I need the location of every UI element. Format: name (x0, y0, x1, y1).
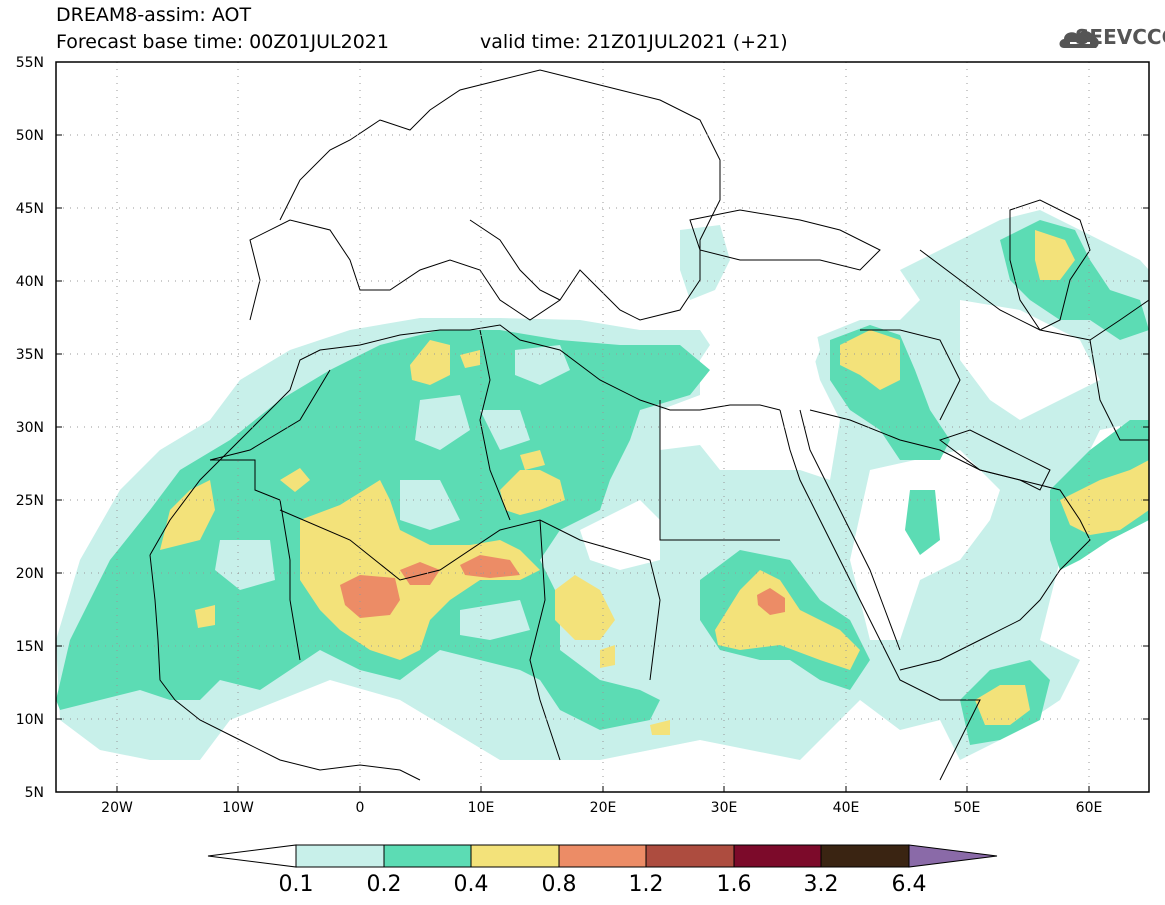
lat-label: 25N (15, 493, 44, 509)
lon-label: 50E (953, 800, 981, 816)
aot-low-pockets (215, 345, 570, 640)
lat-label: 15N (15, 639, 44, 655)
lon-label: 10W (222, 800, 254, 816)
axis-ticks (56, 134, 1149, 792)
colorbar-label: 0.1 (278, 872, 314, 897)
lat-label: 40N (15, 274, 44, 290)
lon-label: 30E (710, 800, 738, 816)
lat-label: 30N (15, 420, 44, 436)
seevccc-logo-text: SEEVCCC (1075, 25, 1165, 49)
map-title: DREAM8-assim: AOT (56, 4, 252, 26)
valid-time: valid time: 21Z01JUL2021 (+21) (480, 31, 788, 53)
seevccc-cloud-icon (1059, 31, 1099, 48)
colorbar-bin-0-4 (470, 844, 560, 868)
colorbar-label: 0.4 (453, 872, 489, 897)
colorbar-upper-arrow (908, 844, 998, 868)
colorbar-label: 1.2 (628, 872, 664, 897)
lon-label: 40E (832, 800, 860, 816)
coastlines-and-borders (149, 69, 1149, 781)
colorbar-bin-3-2 (820, 844, 910, 868)
lon-label: 60E (1075, 800, 1103, 816)
colorbar-label: 0.2 (366, 872, 402, 897)
aot-field (56, 62, 1149, 792)
colorbar-bin-1-6 (733, 844, 822, 868)
colorbar-bin-0-8 (558, 844, 647, 868)
lon-label: 20W (101, 800, 133, 816)
lat-label: 50N (15, 128, 44, 144)
colorbar-bin-1-2 (645, 844, 735, 868)
lat-label: 45N (15, 201, 44, 217)
colorbar-label: 0.8 (541, 872, 577, 897)
colorbar (207, 844, 998, 868)
lat-label: 55N (15, 55, 44, 71)
lon-label: 20E (589, 800, 617, 816)
colorbar-label: 3.2 (803, 872, 839, 897)
lat-label: 10N (15, 712, 44, 728)
graticule (56, 62, 1149, 792)
lat-label: 5N (24, 785, 44, 801)
colorbar-label: 6.4 (891, 872, 927, 897)
lon-label: 10E (467, 800, 495, 816)
colorbar-bin-0-2 (383, 844, 472, 868)
colorbar-bin-0-1 (295, 844, 385, 868)
lon-label: 0 (355, 800, 365, 816)
colorbar-lower-arrow (207, 844, 297, 868)
lat-label: 20N (15, 566, 44, 582)
colorbar-label: 1.6 (716, 872, 752, 897)
lat-label: 35N (15, 347, 44, 363)
forecast-base-time: Forecast base time: 00Z01JUL2021 (56, 31, 389, 53)
